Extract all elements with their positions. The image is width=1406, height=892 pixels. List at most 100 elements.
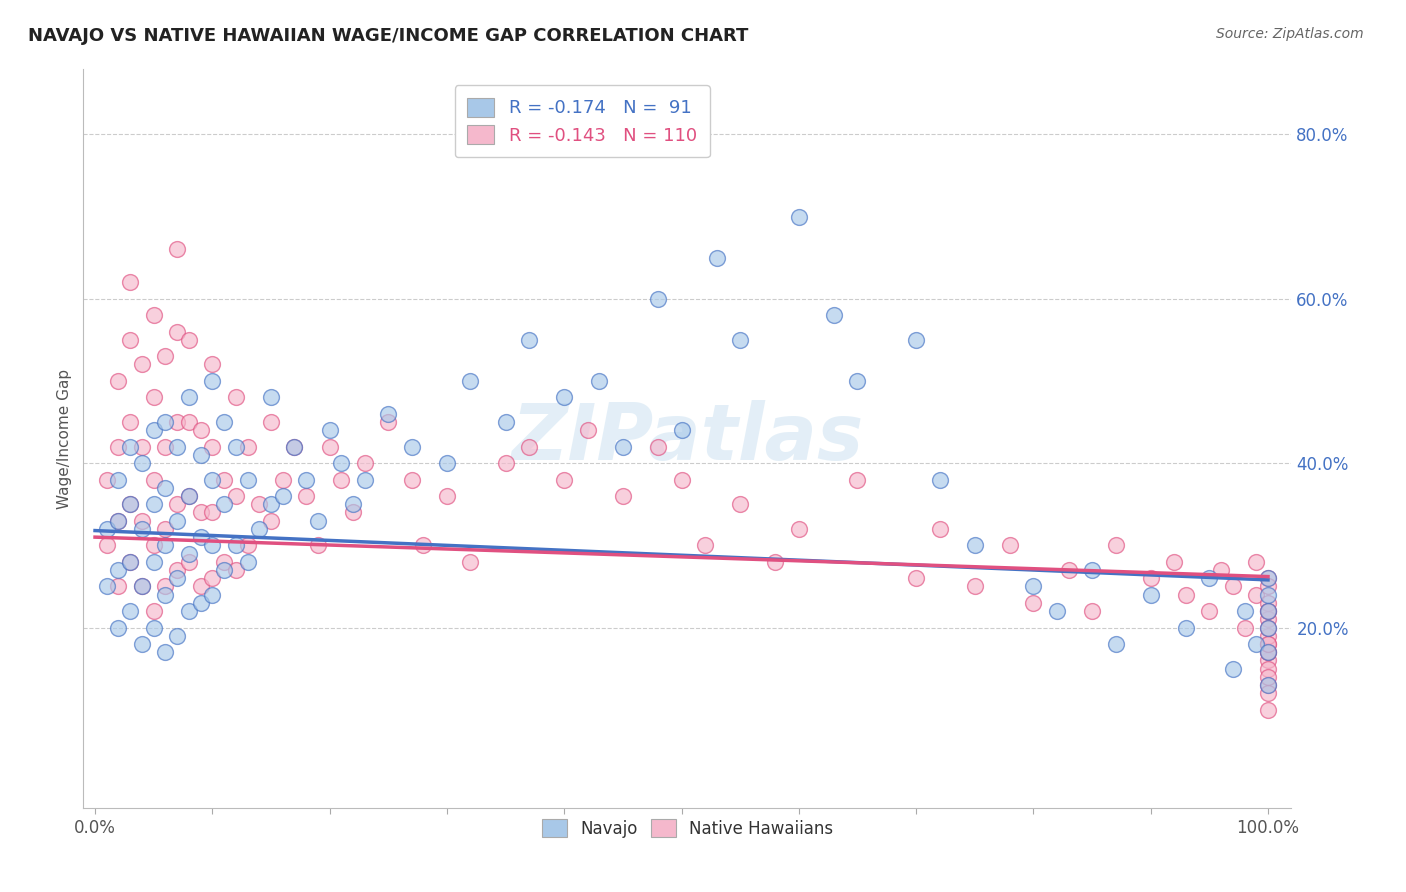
Point	[1246, 588, 1268, 602]
Point	[436, 489, 458, 503]
Text: Source: ZipAtlas.com: Source: ZipAtlas.com	[1216, 27, 1364, 41]
Point	[693, 538, 716, 552]
Point	[212, 563, 235, 577]
Point	[212, 415, 235, 429]
Point	[1104, 538, 1126, 552]
Text: NAVAJO VS NATIVE HAWAIIAN WAGE/INCOME GAP CORRELATION CHART: NAVAJO VS NATIVE HAWAIIAN WAGE/INCOME GA…	[28, 27, 748, 45]
Point	[1233, 604, 1256, 618]
Point	[377, 415, 399, 429]
Point	[436, 456, 458, 470]
Point	[155, 349, 177, 363]
Point	[271, 489, 294, 503]
Point	[212, 473, 235, 487]
Point	[1257, 604, 1279, 618]
Point	[1257, 604, 1279, 618]
Point	[318, 423, 340, 437]
Point	[271, 473, 294, 487]
Point	[1198, 604, 1220, 618]
Point	[166, 325, 188, 339]
Point	[120, 555, 142, 569]
Point	[460, 555, 482, 569]
Point	[120, 333, 142, 347]
Point	[107, 514, 129, 528]
Point	[142, 621, 165, 635]
Point	[1233, 621, 1256, 635]
Point	[120, 415, 142, 429]
Legend: Navajo, Native Hawaiians: Navajo, Native Hawaiians	[534, 813, 839, 845]
Point	[107, 514, 129, 528]
Point	[318, 440, 340, 454]
Point	[107, 621, 129, 635]
Point	[190, 448, 212, 462]
Point	[236, 440, 259, 454]
Point	[928, 522, 950, 536]
Point	[1257, 678, 1279, 692]
Point	[1081, 563, 1104, 577]
Point	[1257, 686, 1279, 700]
Point	[177, 390, 200, 404]
Point	[787, 522, 810, 536]
Point	[1022, 579, 1045, 593]
Point	[1104, 637, 1126, 651]
Point	[201, 440, 224, 454]
Point	[1174, 588, 1197, 602]
Point	[706, 251, 728, 265]
Point	[1081, 604, 1104, 618]
Point	[236, 538, 259, 552]
Point	[495, 415, 517, 429]
Point	[155, 588, 177, 602]
Point	[166, 415, 188, 429]
Point	[1257, 604, 1279, 618]
Point	[353, 473, 375, 487]
Point	[342, 497, 364, 511]
Point	[120, 555, 142, 569]
Point	[553, 473, 575, 487]
Point	[190, 579, 212, 593]
Point	[131, 522, 153, 536]
Point	[647, 292, 669, 306]
Point	[1257, 621, 1279, 635]
Point	[131, 514, 153, 528]
Point	[177, 489, 200, 503]
Point	[1257, 637, 1279, 651]
Point	[142, 390, 165, 404]
Point	[846, 374, 869, 388]
Point	[247, 497, 270, 511]
Point	[225, 563, 247, 577]
Point	[1257, 645, 1279, 659]
Point	[201, 473, 224, 487]
Point	[142, 423, 165, 437]
Point	[1257, 571, 1279, 585]
Point	[1163, 555, 1185, 569]
Point	[517, 440, 540, 454]
Point	[96, 538, 118, 552]
Point	[166, 440, 188, 454]
Point	[1222, 662, 1244, 676]
Point	[201, 374, 224, 388]
Point	[1257, 703, 1279, 717]
Point	[1198, 571, 1220, 585]
Point	[905, 571, 928, 585]
Point	[177, 489, 200, 503]
Point	[177, 555, 200, 569]
Point	[131, 358, 153, 372]
Point	[1257, 637, 1279, 651]
Point	[120, 275, 142, 289]
Point	[495, 456, 517, 470]
Point	[1139, 571, 1161, 585]
Point	[295, 489, 318, 503]
Point	[166, 563, 188, 577]
Point	[1046, 604, 1069, 618]
Point	[295, 473, 318, 487]
Point	[1257, 588, 1279, 602]
Point	[401, 473, 423, 487]
Point	[647, 440, 669, 454]
Point	[963, 538, 986, 552]
Point	[1022, 596, 1045, 610]
Point	[120, 497, 142, 511]
Point	[963, 579, 986, 593]
Point	[928, 473, 950, 487]
Point	[120, 604, 142, 618]
Point	[166, 629, 188, 643]
Point	[225, 489, 247, 503]
